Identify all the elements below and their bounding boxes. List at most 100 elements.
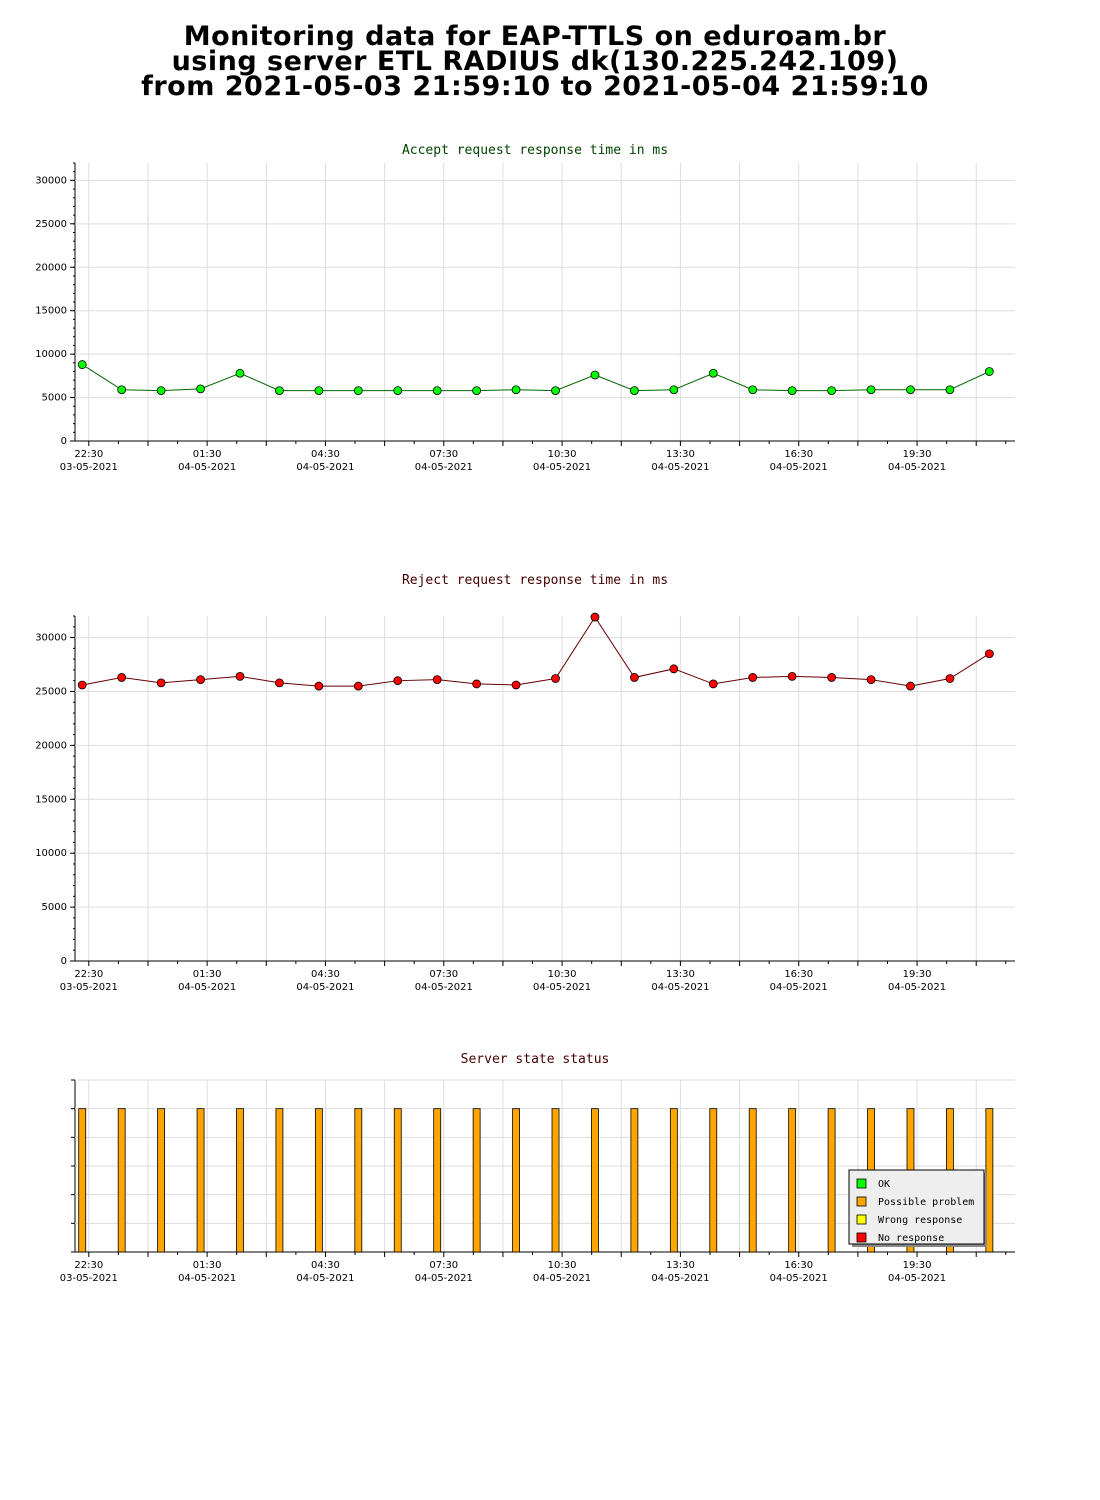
status-bar [157, 1108, 166, 1253]
series-line [81, 364, 990, 392]
status-bar [117, 1108, 126, 1253]
x-tick-label-date: 04-05-2021 [415, 462, 473, 473]
data-point [196, 675, 205, 685]
legend-swatch [856, 1196, 867, 1207]
x-tick-label-date: 04-05-2021 [178, 462, 236, 473]
x-tick-label-date: 04-05-2021 [415, 982, 473, 993]
reject-chart-title: Reject request response time in ms [402, 573, 668, 588]
data-point [748, 673, 758, 682]
status-bar [78, 1108, 87, 1253]
x-tick-label-time: 01:30 [193, 969, 222, 980]
y-tick-label: 5000 [42, 902, 67, 913]
y-tick-label: 20000 [35, 262, 67, 273]
x-tick-label-date: 03-05-2021 [60, 1273, 118, 1284]
status-bar [393, 1108, 402, 1253]
page-title: Monitoring data for EAP-TTLS on eduroam.… [0, 23, 1070, 100]
data-point [235, 368, 245, 378]
y-tick-label: 10000 [35, 349, 67, 360]
x-tick-label-time: 01:30 [193, 449, 222, 460]
data-point [432, 675, 442, 685]
x-tick-label-time: 22:30 [74, 969, 103, 980]
status-bar [354, 1108, 363, 1253]
legend-swatch [856, 1232, 867, 1243]
status-bar [669, 1108, 678, 1253]
x-tick-label-date: 04-05-2021 [533, 1273, 591, 1284]
y-tick-label: 0 [61, 956, 67, 967]
data-point [669, 385, 679, 395]
data-point [984, 649, 994, 659]
x-tick-label-time: 04:30 [311, 969, 340, 980]
y-tick-label: 15000 [35, 794, 67, 805]
x-tick-label-date: 04-05-2021 [888, 1273, 946, 1284]
data-point [945, 674, 955, 683]
data-point [472, 386, 482, 396]
data-point [156, 386, 166, 396]
status-bar [433, 1108, 442, 1253]
data-point [551, 386, 560, 396]
data-point [393, 386, 403, 396]
x-tick-label-time: 13:30 [666, 969, 695, 980]
data-point [866, 675, 876, 685]
server-state-chart: Server state status 22:30 03-05-2021 01:30… [60, 1052, 1015, 1284]
x-tick-label-time: 01:30 [193, 1260, 222, 1271]
y-tick-label: 30000 [35, 633, 67, 644]
status-bar [827, 1108, 836, 1253]
status-bar [512, 1108, 520, 1253]
legend-label: Possible problem [878, 1197, 974, 1208]
x-tick-label-date: 04-05-2021 [533, 462, 591, 473]
data-point [590, 612, 600, 622]
x-tick-label-date: 04-05-2021 [651, 982, 709, 993]
accept-response-chart: Accept request response time in ms 22:30… [35, 143, 1015, 473]
data-point [787, 386, 797, 396]
x-tick-label-time: 16:30 [784, 449, 813, 460]
x-tick-label-date: 04-05-2021 [770, 982, 828, 993]
x-tick-label-date: 03-05-2021 [60, 462, 118, 473]
x-tick-label-time: 04:30 [311, 1260, 340, 1271]
status-bar [314, 1108, 323, 1253]
x-tick-label-time: 19:30 [903, 449, 932, 460]
y-tick-label: 20000 [35, 740, 67, 751]
status-legend: OK Possible problem Wrong response No respo… [848, 1169, 987, 1247]
data-point [275, 678, 284, 688]
title-line-2: using server ETL RADIUS dk(130.225.242.1… [171, 46, 899, 77]
x-tick-label-time: 16:30 [784, 969, 813, 980]
data-point [432, 386, 442, 396]
x-tick-label-time: 16:30 [784, 1260, 813, 1271]
accept-chart-title: Accept request response time in ms [402, 143, 668, 158]
x-tick-label-time: 10:30 [548, 449, 577, 460]
status-chart-title: Server state status [461, 1052, 610, 1067]
y-tick-label: 25000 [35, 219, 67, 230]
status-bar [591, 1108, 599, 1253]
data-point [590, 370, 600, 380]
data-point [906, 385, 915, 395]
x-tick-label-time: 19:30 [903, 1260, 932, 1271]
data-point [77, 360, 87, 369]
x-tick-label-date: 04-05-2021 [770, 1273, 828, 1284]
x-tick-label-date: 03-05-2021 [60, 982, 118, 993]
y-tick-label: 25000 [35, 686, 67, 697]
data-point [708, 368, 718, 378]
data-point [748, 385, 758, 395]
x-tick-label-time: 07:30 [429, 1260, 458, 1271]
data-point [906, 681, 915, 691]
x-tick-label-date: 04-05-2021 [533, 982, 591, 993]
x-tick-label-time: 13:30 [666, 449, 695, 460]
x-tick-label-time: 10:30 [548, 969, 577, 980]
data-point [235, 671, 245, 681]
data-point [551, 674, 560, 683]
x-tick-label-time: 13:30 [666, 1260, 695, 1271]
x-tick-label-date: 04-05-2021 [888, 982, 946, 993]
data-point [787, 671, 797, 681]
data-point [984, 367, 994, 376]
data-point [629, 673, 639, 682]
status-bar [630, 1108, 639, 1253]
x-tick-label-date: 04-05-2021 [770, 462, 828, 473]
data-point [156, 678, 166, 688]
legend-box [848, 1169, 985, 1245]
x-tick-label-date: 04-05-2021 [296, 1273, 354, 1284]
x-tick-label-date: 04-05-2021 [651, 462, 709, 473]
x-tick-label-time: 22:30 [74, 449, 103, 460]
legend-label: No response [878, 1233, 944, 1244]
data-point [196, 384, 205, 394]
series-line [82, 616, 990, 687]
